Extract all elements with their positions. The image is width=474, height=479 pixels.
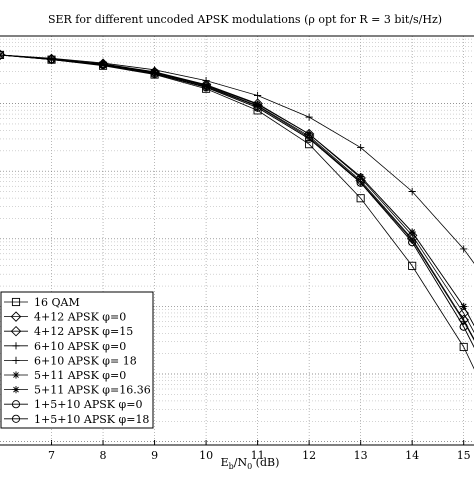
circle-marker [202, 83, 211, 92]
legend-label: 4+12 APSK φ=15 [34, 325, 133, 338]
star-marker [305, 130, 313, 138]
star-marker [357, 173, 365, 181]
legend: 16 QAM 4+12 APSK φ=04+12 APSK φ=15 6+10 AP… [0, 291, 154, 429]
legend-label: 5+11 APSK φ=16.36 [34, 384, 151, 397]
x-axis-label-main: E [221, 456, 229, 469]
legend-label: 5+11 APSK φ=0 [34, 369, 126, 382]
plus-marker [460, 317, 468, 325]
circle-marker [47, 55, 56, 64]
axes-layer [0, 35, 474, 446]
legend-item: 16 QAM [4, 296, 80, 309]
plus-marker [357, 143, 365, 152]
circle-marker [253, 103, 262, 112]
series-line [0, 54, 474, 348]
star-marker [99, 60, 107, 68]
plus-marker [408, 187, 416, 196]
circle-marker [11, 400, 21, 409]
star-marker [47, 55, 56, 63]
legend-item: 4+12 APSK φ=0 [4, 311, 126, 324]
x-tick-label: 9 [151, 449, 158, 462]
legend-label: 1+5+10 APSK φ=18 [34, 413, 149, 426]
star-marker [150, 68, 159, 77]
legend-label: 1+5+10 APSK φ=0 [34, 398, 142, 411]
x-tick-label: 13 [354, 449, 368, 462]
legend-label: 16 QAM [34, 296, 80, 309]
x-axis-label: Eb/N0 (dB) [221, 456, 280, 471]
circle-marker [98, 61, 108, 70]
legend-label: 4+12 APSK φ=0 [34, 311, 126, 324]
legend-item: 5+11 APSK φ=0 [4, 369, 126, 382]
star-marker [12, 386, 20, 394]
circle-marker [356, 178, 365, 187]
square-marker [459, 342, 468, 352]
series-group [0, 50, 474, 348]
square-marker [356, 194, 365, 203]
x-axis-label-sub-b: b [229, 462, 234, 471]
circle-marker [0, 50, 5, 59]
legend-label: 6+10 APSK φ=0 [34, 340, 126, 353]
x-tick-labels: 7 8 9 10 11 12 13 14 15 [48, 449, 471, 462]
circle-marker [11, 414, 21, 423]
x-tick-label: 8 [100, 449, 107, 462]
square-marker [408, 261, 417, 270]
legend-label: 6+10 APSK φ= 18 [34, 354, 137, 367]
legend-item: 1+5+10 APSK φ=0 [4, 398, 142, 411]
circle-marker [459, 322, 468, 331]
star-marker [12, 371, 20, 379]
x-tick-label: 12 [302, 449, 316, 462]
plus-marker [460, 245, 468, 253]
square-marker [11, 297, 21, 307]
circle-marker [150, 69, 159, 78]
x-axis-label-unit: (dB) [252, 456, 279, 469]
diamond-marker [10, 311, 22, 322]
plus-marker [12, 342, 20, 350]
x-tick-label: 11 [251, 449, 265, 462]
chart-title: SER for different uncoded APSK modulatio… [48, 13, 442, 26]
plus-marker [254, 91, 262, 100]
star-marker [408, 228, 416, 236]
x-tick-label: 10 [199, 449, 213, 462]
circle-marker [305, 134, 314, 143]
x-tick-label: 15 [457, 449, 471, 462]
diamond-marker [10, 325, 22, 337]
star-marker [460, 302, 468, 311]
x-tick-label: 14 [405, 449, 419, 462]
circle-marker [408, 238, 417, 247]
x-axis-label-sub-0: 0 [247, 462, 252, 471]
legend-item: 6+10 APSK φ= 18 [4, 354, 137, 367]
x-axis-label-mid: /N [234, 456, 248, 469]
legend-item: 1+5+10 APSK φ=18 [4, 413, 149, 426]
star-marker [202, 81, 210, 89]
plus-marker [305, 113, 313, 121]
legend-item: 5+11 APSK φ=16.36 [4, 384, 151, 397]
plus-marker [12, 356, 20, 364]
legend-item: 4+12 APSK φ=15 [4, 325, 133, 338]
legend-items: 16 QAM 4+12 APSK φ=04+12 APSK φ=15 6+10 AP… [4, 296, 151, 426]
x-tick-label: 7 [48, 449, 55, 462]
legend-item: 6+10 APSK φ=0 [4, 340, 126, 353]
series-layer [0, 49, 474, 370]
